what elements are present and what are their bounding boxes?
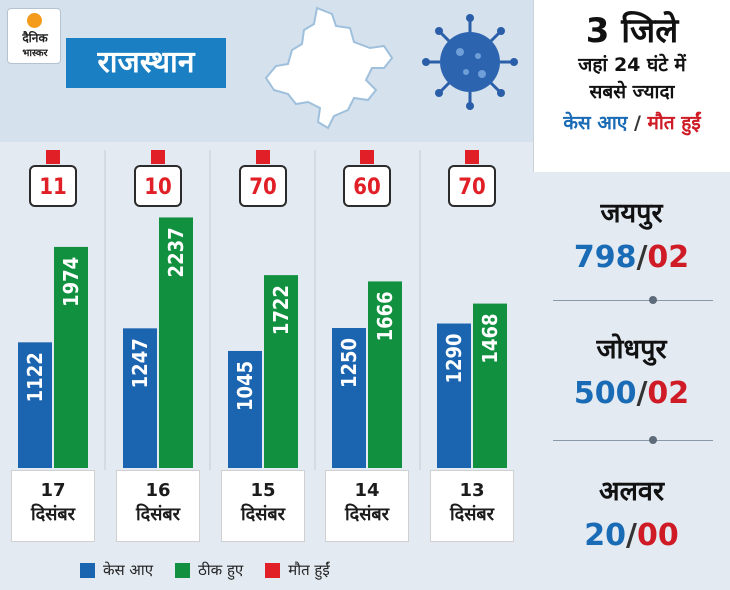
chart-panel: दैनिक भास्कर राजस्थान 1122 1974 11 1247 2237…: [0, 0, 533, 590]
bar-cases: [123, 328, 157, 468]
death-value: 70: [249, 175, 277, 200]
date-day: 17: [40, 480, 66, 501]
legend-swatch-deaths: [265, 562, 281, 578]
bar-label-recovered: 2237: [164, 227, 188, 277]
death-marker: [46, 150, 60, 164]
date-label: 15 दिसंबर: [221, 470, 305, 542]
date-month: दिसंबर: [30, 504, 76, 525]
brand-logo: दैनिक भास्कर: [7, 8, 61, 64]
brand-line-2: भास्कर: [22, 48, 48, 59]
date-month: दिसंबर: [344, 504, 390, 525]
bar-label-recovered: 1468: [478, 314, 502, 364]
districts-list: जयपुर 798/02 जोधपुर 500/02 अलवर 20/00: [533, 172, 730, 590]
district-name: अलवर: [599, 476, 664, 507]
bar-recovered: [159, 217, 193, 468]
brand-line-1: दैनिक: [22, 31, 48, 45]
district-values: 798/02: [573, 240, 690, 275]
districts-count: 3 जिले: [585, 11, 679, 51]
date-label: 14 दिसंबर: [325, 470, 409, 542]
bar-recovered: [264, 275, 298, 468]
date-day: 16: [145, 480, 171, 501]
separator: [553, 296, 713, 304]
district-deaths: 02: [647, 376, 690, 411]
date-day: 13: [459, 480, 485, 501]
separator-dot: [649, 296, 657, 304]
death-box: [239, 165, 287, 207]
bar-label-recovered: 1974: [59, 257, 83, 307]
districts-legend-deaths: मौत हुईं: [647, 112, 701, 134]
separator-dot: [649, 436, 657, 444]
legend-swatch-recovered: [175, 562, 191, 578]
bar-cases: [228, 350, 262, 468]
district-alwar: अलवर 20/00: [533, 474, 730, 556]
sun-icon: [27, 13, 42, 28]
date-month: दिसंबर: [135, 504, 181, 525]
chart-legend: केस आए ठीक हुए मौत हुईं: [80, 558, 330, 582]
death-value: 10: [144, 175, 172, 200]
district-name: जयपुर: [600, 198, 663, 229]
bar-recovered: [54, 246, 88, 468]
death-value: 11: [39, 175, 67, 200]
virus-icon: [422, 14, 518, 110]
legend-item-deaths: मौत हुईं: [265, 560, 330, 580]
rajasthan-map-icon: [264, 6, 394, 130]
districts-subtitle-1: जहां 24 घंटे में: [578, 54, 686, 76]
district-values: 20/00: [584, 518, 679, 553]
districts-subtitle-2: सबसे ज्यादा: [589, 81, 675, 103]
bar-recovered: [368, 281, 402, 468]
bar-label-cases: 1045: [233, 361, 257, 411]
separator: [553, 436, 713, 444]
bar-label-cases: 1290: [442, 333, 466, 383]
bar-cases: [332, 328, 366, 468]
top-districts-header: 3 जिले जहां 24 घंटे में सबसे ज्यादा केस …: [533, 0, 730, 172]
district-jodhpur: जोधपुर 500/02: [533, 332, 730, 414]
district-values: 500/02: [573, 376, 690, 411]
districts-legend-slash: /: [627, 112, 648, 134]
top-districts-panel: 3 जिले जहां 24 घंटे में सबसे ज्यादा केस …: [533, 0, 730, 590]
bar-label-recovered: 1722: [269, 285, 293, 335]
legend-swatch-cases: [80, 562, 95, 578]
bar-label-cases: 1247: [128, 338, 152, 388]
death-box: [29, 165, 77, 207]
district-deaths: 00: [636, 518, 679, 553]
death-box: [343, 165, 391, 207]
bar-label-cases: 1250: [337, 338, 361, 388]
legend-label-cases: केस आए: [103, 561, 154, 579]
bar-label-recovered: 1666: [373, 291, 397, 341]
legend-item-cases: केस आए: [80, 560, 153, 580]
legend-label-recovered: ठीक हुए: [198, 561, 244, 579]
death-box: [134, 165, 182, 207]
death-value: 60: [353, 175, 381, 200]
bar-cases: [437, 323, 471, 468]
page-title: राजस्थान: [66, 38, 226, 88]
district-name: जोधपुर: [596, 334, 667, 365]
death-box: [448, 165, 496, 207]
district-cases: 500: [573, 376, 637, 411]
districts-legend: केस आए / मौत हुईं: [534, 108, 730, 138]
districts-legend-cases: केस आए: [563, 112, 628, 134]
date-label: 13 दिसंबर: [430, 470, 514, 542]
date-month: दिसंबर: [240, 504, 286, 525]
death-marker: [151, 150, 165, 164]
death-marker: [465, 150, 479, 164]
district-jaipur: जयपुर 798/02: [533, 196, 730, 278]
bar-chart: 1122 1974 11 1247 2237 10 1045 1722 70 1250 1666 60…: [18, 150, 507, 470]
date-day: 15: [250, 480, 276, 501]
bar-label-cases: 1122: [23, 352, 47, 402]
death-value: 70: [458, 175, 486, 200]
date-label: 17 दिसंबर: [11, 470, 95, 542]
death-marker: [360, 150, 374, 164]
bar-cases: [18, 342, 52, 468]
date-day: 14: [354, 480, 380, 501]
death-marker: [256, 150, 270, 164]
bar-recovered: [473, 303, 507, 468]
date-label: 16 दिसंबर: [116, 470, 200, 542]
legend-item-recovered: ठीक हुए: [175, 560, 243, 580]
date-month: दिसंबर: [449, 504, 495, 525]
legend-label-deaths: मौत हुईं: [288, 561, 330, 579]
district-deaths: 02: [647, 240, 690, 275]
district-cases: 20: [584, 518, 627, 553]
district-cases: 798: [573, 240, 637, 275]
